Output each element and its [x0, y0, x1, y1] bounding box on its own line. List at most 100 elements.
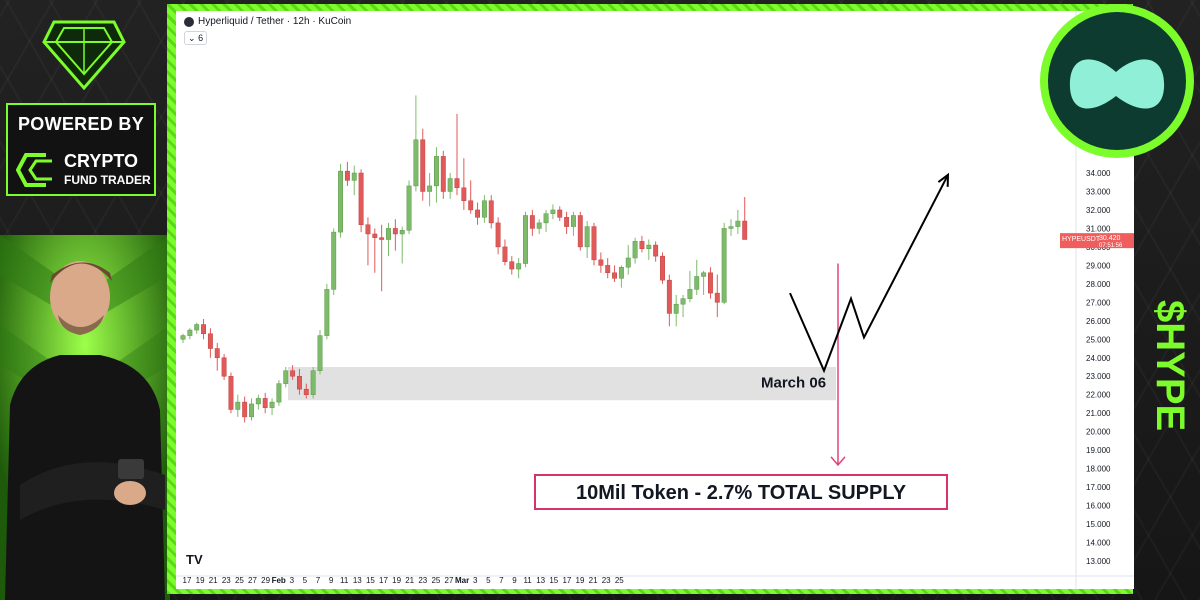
candle — [742, 197, 748, 240]
price-tick-label: 32.000 — [1086, 206, 1111, 215]
time-tick-label: Feb — [272, 576, 286, 585]
candle — [331, 228, 337, 295]
candle — [187, 328, 193, 340]
candle — [255, 394, 261, 410]
time-tick-label: 5 — [303, 576, 308, 585]
candle — [708, 267, 713, 299]
price-tick-label: 29.000 — [1086, 261, 1111, 270]
time-tick-label: 11 — [340, 576, 349, 585]
candle-body — [625, 257, 631, 268]
up-arrow-icon — [937, 172, 950, 187]
candle — [207, 328, 213, 358]
supply-callout: 10Mil Token - 2.7% TOTAL SUPPLY — [534, 474, 948, 510]
diamond-logo-icon — [42, 20, 126, 91]
candle-body — [646, 244, 652, 250]
candle-body — [653, 244, 659, 257]
candle-body — [351, 172, 357, 181]
time-tick-label: 9 — [512, 576, 517, 585]
time-tick-label: 21 — [589, 576, 598, 585]
candle — [639, 235, 645, 253]
candle-body — [475, 209, 481, 218]
time-tick-label: 7 — [316, 576, 321, 585]
candle-body — [618, 266, 624, 279]
candle — [324, 283, 330, 340]
candle — [180, 333, 186, 343]
candle — [509, 256, 515, 275]
indicator-count-badge[interactable]: ⌄ 6 — [184, 31, 208, 45]
candle — [625, 245, 631, 275]
candle — [481, 195, 487, 223]
candle-body — [440, 156, 446, 192]
candle — [276, 379, 282, 406]
candle — [543, 209, 549, 233]
candle — [427, 173, 433, 207]
time-tick-label: 13 — [536, 576, 545, 585]
candle-body — [180, 335, 186, 340]
candle — [310, 367, 316, 399]
candle — [194, 322, 200, 334]
exchange-logo-icon — [184, 16, 194, 27]
time-tick-label: 7 — [499, 576, 504, 585]
svg-text:TV: TV — [186, 552, 203, 567]
candle-body — [612, 272, 618, 279]
candle — [242, 396, 248, 423]
price-tick-label: 20.000 — [1086, 428, 1111, 437]
time-tick-label: 23 — [418, 576, 427, 585]
time-tick-label: 21 — [209, 576, 218, 585]
candle-body — [543, 213, 549, 224]
crypto-fund-trader-logo-icon — [16, 153, 52, 187]
candle-body — [434, 156, 439, 187]
candle — [221, 354, 227, 380]
time-tick-label: 25 — [431, 576, 440, 585]
candle-body — [557, 209, 563, 218]
time-tick-label: 19 — [576, 576, 585, 585]
chart-header[interactable]: Hyperliquid / Tether · 12h · KuCoin — [184, 16, 351, 27]
candle-body — [701, 272, 707, 277]
candle — [338, 163, 344, 238]
candle-body — [228, 375, 234, 410]
candle-body — [461, 187, 467, 201]
price-axis: 34.00033.00032.00031.00030.00029.00028.0… — [1086, 169, 1111, 566]
candle — [434, 147, 439, 203]
candle-body — [358, 172, 364, 225]
candle — [235, 394, 241, 417]
candle-body — [447, 178, 453, 192]
candle — [386, 222, 391, 257]
candle — [317, 330, 323, 375]
candle-body — [317, 335, 323, 371]
candle-body — [564, 217, 570, 227]
candle — [262, 392, 268, 414]
candle-body — [269, 401, 275, 408]
candle-body — [488, 200, 494, 224]
candle-body — [221, 357, 227, 377]
candle-body — [338, 170, 344, 233]
candle — [516, 257, 522, 279]
candle-body — [680, 298, 686, 305]
candle — [269, 398, 275, 416]
candle — [447, 173, 453, 199]
projection-path — [789, 174, 949, 374]
candle-body — [735, 220, 741, 227]
candle — [584, 221, 590, 258]
candle-body — [495, 222, 501, 248]
price-tick-label: 26.000 — [1086, 317, 1111, 326]
candle — [735, 209, 741, 234]
chart-panel[interactable]: Hyperliquid / Tether · 12h · KuCoin ⌄ 6 … — [176, 11, 1134, 589]
candle — [687, 270, 693, 303]
candles-group — [180, 95, 748, 423]
symbol-title: Hyperliquid / Tether · 12h · KuCoin — [198, 16, 352, 27]
price-chart[interactable]: March 06 34.00033.00032.00031.00030.0002… — [176, 11, 1134, 589]
candle — [228, 372, 234, 414]
candle-body — [310, 370, 316, 395]
candle — [201, 318, 207, 340]
candle — [351, 165, 357, 196]
price-tick-label: 18.000 — [1086, 465, 1111, 474]
candle-body — [365, 224, 371, 235]
candle-body — [290, 370, 296, 377]
time-tick-label: 15 — [366, 576, 375, 585]
candle-body — [283, 370, 289, 384]
candle-body — [516, 263, 522, 270]
candle-body — [536, 222, 542, 229]
candle-body — [571, 215, 576, 227]
candle — [406, 180, 412, 234]
